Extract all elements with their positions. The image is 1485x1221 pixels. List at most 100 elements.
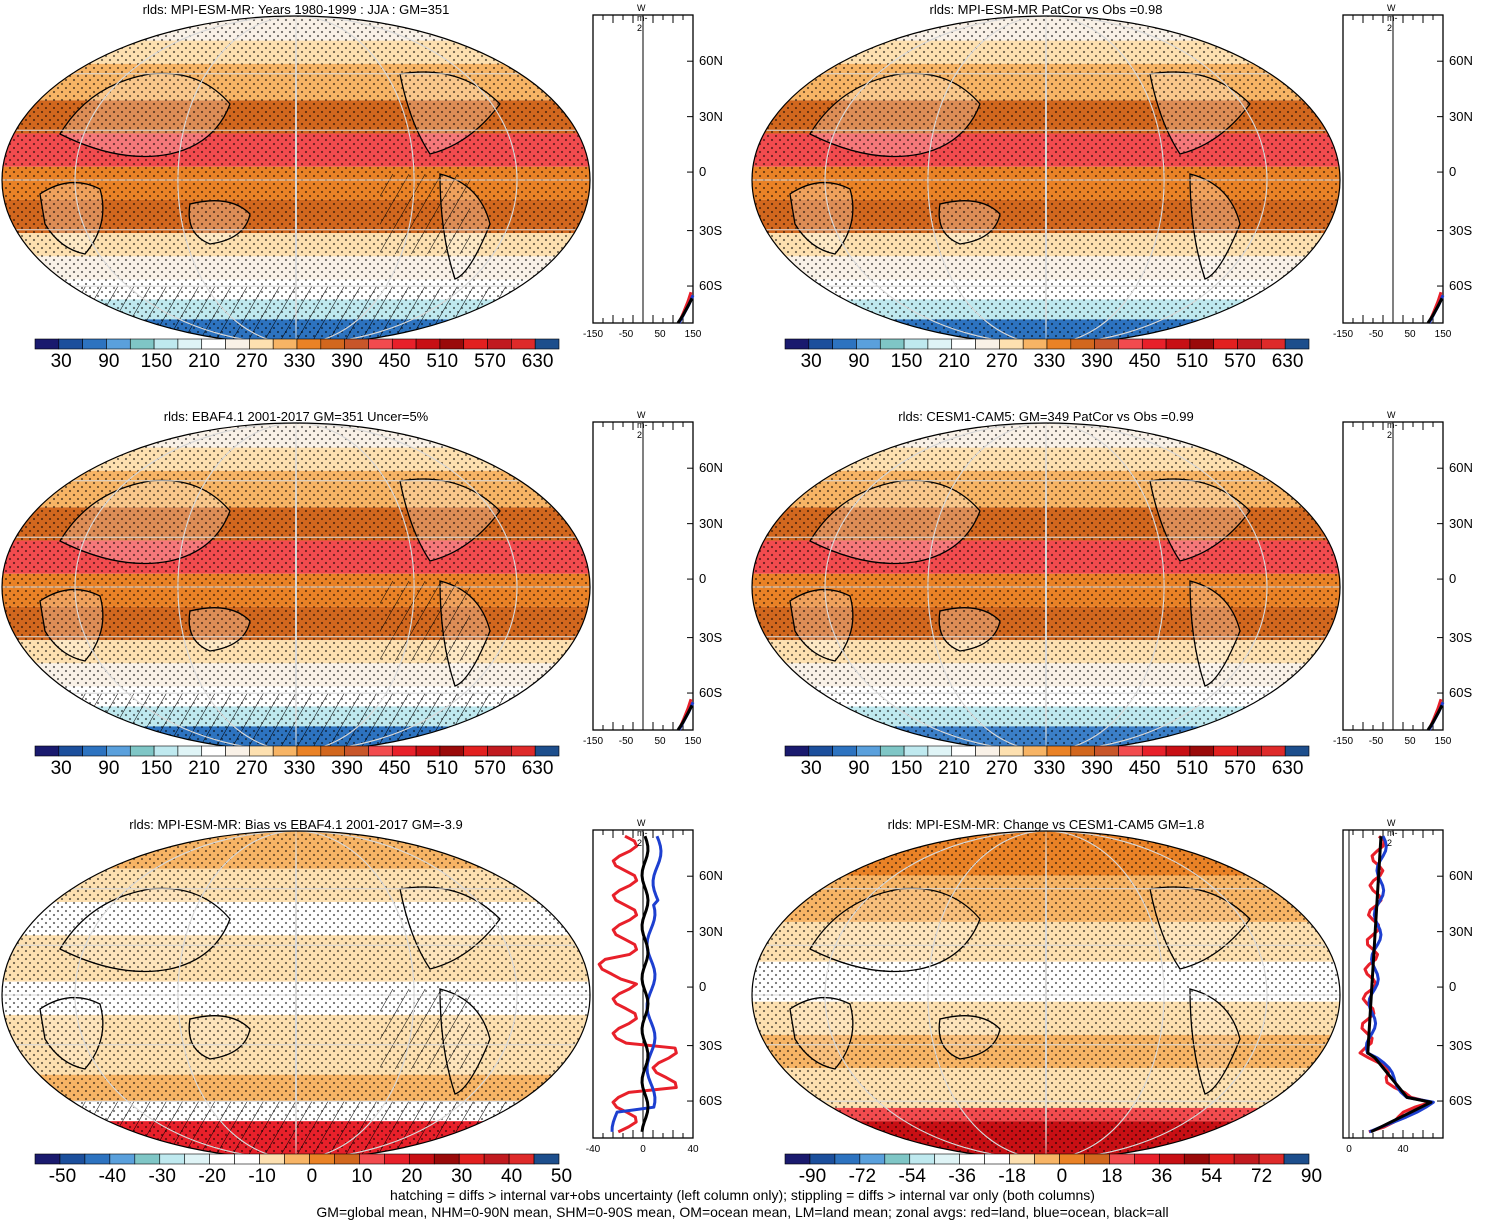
colorbar-tick-label: 390 — [1081, 351, 1113, 372]
colorbar-tick-label: 390 — [1081, 758, 1113, 779]
zonal-unit-label: W m-2 — [1387, 818, 1398, 848]
colorbar-tick-label: 510 — [426, 351, 459, 372]
zonal-xtick-label: 40 — [1397, 1144, 1409, 1155]
latitude-label: 30S — [699, 629, 723, 645]
colorbar-tick-label: 36 — [1151, 1166, 1173, 1187]
zonal-mean-plot — [1342, 421, 1445, 731]
latitude-label: 60S — [699, 685, 723, 701]
panel-title: rlds: CESM1-CAM5: GM=349 PatCor vs Obs =… — [898, 409, 1194, 424]
colorbar-tick-label: 40 — [501, 1166, 523, 1187]
zonal-unit-label: W m-2 — [637, 3, 648, 33]
colorbar-tick-label: -72 — [848, 1166, 877, 1187]
latitude-label: 60N — [1449, 53, 1473, 69]
colorbar-tick-label: 450 — [378, 758, 411, 779]
zonal-xtick-label: -50 — [618, 329, 634, 340]
zonal-xtick-label: -150 — [1332, 736, 1353, 747]
zonal-unit-label: W m-2 — [1387, 410, 1398, 440]
zonal-xtick-label: -150 — [1332, 329, 1353, 340]
colorbar-tick-label: 570 — [474, 758, 506, 779]
zonal-xtick-label: 50 — [1404, 736, 1416, 747]
zonal-mean-plot — [592, 829, 694, 1139]
colorbar-tick-label: 270 — [235, 351, 268, 372]
zonal-xtick-label: 150 — [684, 329, 702, 340]
colorbar-tick-label: 0 — [1056, 1166, 1068, 1187]
colorbar-tick-label: 72 — [1251, 1166, 1273, 1187]
map-field — [2, 831, 590, 1159]
colorbar-tick-label: 150 — [890, 351, 923, 372]
colorbar-tick-label: -36 — [948, 1166, 976, 1187]
latitude-label: 0 — [1449, 979, 1457, 995]
latitude-label: 30S — [699, 222, 723, 238]
latitude-label: 30S — [1449, 1037, 1473, 1053]
zonal-xtick-label: -150 — [582, 736, 603, 747]
colorbar-tick-label: 30 — [800, 758, 822, 779]
colorbar-tick-label: -20 — [198, 1166, 226, 1187]
zonal-mean-plot — [592, 14, 695, 324]
zonal-xtick-label: -150 — [582, 329, 603, 340]
colorbar-tick-label: 270 — [985, 758, 1018, 779]
colorbar-tick-label: 510 — [1176, 351, 1209, 372]
latitude-label: 30N — [699, 108, 723, 124]
colorbar-tick-label: 50 — [550, 1166, 573, 1187]
latitude-label: 60N — [1449, 460, 1473, 476]
latitude-label: 60N — [1449, 868, 1473, 884]
colorbar-tick-label: 510 — [1176, 758, 1209, 779]
colorbar-tick-label: 330 — [1033, 758, 1066, 779]
colorbar-tick-label: 630 — [521, 351, 554, 372]
colorbar-tick-label: 30 — [50, 758, 72, 779]
colorbar-tick-label: 210 — [188, 351, 220, 372]
latitude-label: 60N — [699, 868, 723, 884]
colorbar-tick-label: 90 — [848, 351, 870, 372]
latitude-label: 0 — [1449, 164, 1457, 180]
zonal-xtick-label: -50 — [1368, 329, 1384, 340]
colorbar-tick-label: 10 — [351, 1166, 373, 1187]
panel-title: rlds: EBAF4.1 2001-2017 GM=351 Uncer=5% — [163, 409, 429, 424]
latitude-label: 60N — [699, 460, 723, 476]
colorbar-tick-label: 630 — [1271, 758, 1304, 779]
colorbar-tick-label: 20 — [401, 1166, 423, 1187]
colorbar-tick-label: -40 — [98, 1166, 127, 1187]
colorbar-tick-label: 510 — [426, 758, 459, 779]
colorbar-tick-label: 30 — [451, 1166, 473, 1187]
colorbar-tick-label: 30 — [50, 351, 72, 372]
panel-title: rlds: MPI-ESM-MR: Change vs CESM1-CAM5 G… — [887, 817, 1205, 832]
panel-title: rlds: MPI-ESM-MR: Bias vs EBAF4.1 2001-2… — [129, 817, 463, 832]
latitude-label: 60S — [1449, 1093, 1473, 1109]
colorbar-tick-label: -90 — [798, 1166, 827, 1187]
colorbar-tick-label: 18 — [1101, 1166, 1123, 1187]
latitude-label: 30N — [699, 923, 723, 939]
map — [751, 15, 1341, 345]
zonal-mean-plot — [1342, 14, 1445, 324]
footer-line-1: hatching = diffs > internal var+obs unce… — [390, 1187, 1095, 1203]
colorbar — [784, 338, 1310, 350]
latitude-label: 30S — [1449, 222, 1473, 238]
zonal-xtick-label: -40 — [585, 1144, 601, 1155]
map — [1, 422, 591, 752]
colorbar-tick-label: 90 — [98, 351, 120, 372]
latitude-label: 30N — [1449, 108, 1473, 124]
colorbar-tick-label: -50 — [48, 1166, 77, 1187]
map — [1, 15, 591, 345]
latitude-label: 60S — [1449, 685, 1473, 701]
colorbar-tick-label: 450 — [1128, 758, 1161, 779]
latitude-label: 60S — [699, 278, 723, 294]
colorbar — [34, 745, 560, 757]
colorbar-tick-label: 0 — [306, 1166, 318, 1187]
latitude-label: 30N — [1449, 923, 1473, 939]
colorbar-tick-label: 210 — [938, 351, 970, 372]
colorbar-tick-label: 270 — [235, 758, 268, 779]
latitude-label: 60S — [1449, 278, 1473, 294]
colorbar-tick-label: 570 — [474, 351, 506, 372]
colorbar-tick-label: 330 — [283, 758, 316, 779]
zonal-xtick-label: -50 — [1368, 736, 1384, 747]
map — [1, 830, 591, 1160]
map — [751, 830, 1341, 1160]
colorbar-tick-label: 210 — [188, 758, 220, 779]
latitude-label: 60S — [699, 1093, 723, 1109]
colorbar-tick-label: 330 — [283, 351, 316, 372]
colorbar-tick-label: -18 — [998, 1166, 1026, 1187]
colorbar-tick-label: 150 — [890, 758, 923, 779]
colorbar-tick-label: 330 — [1033, 351, 1066, 372]
zonal-xtick-label: 0 — [1346, 1144, 1352, 1155]
colorbar — [34, 338, 560, 350]
